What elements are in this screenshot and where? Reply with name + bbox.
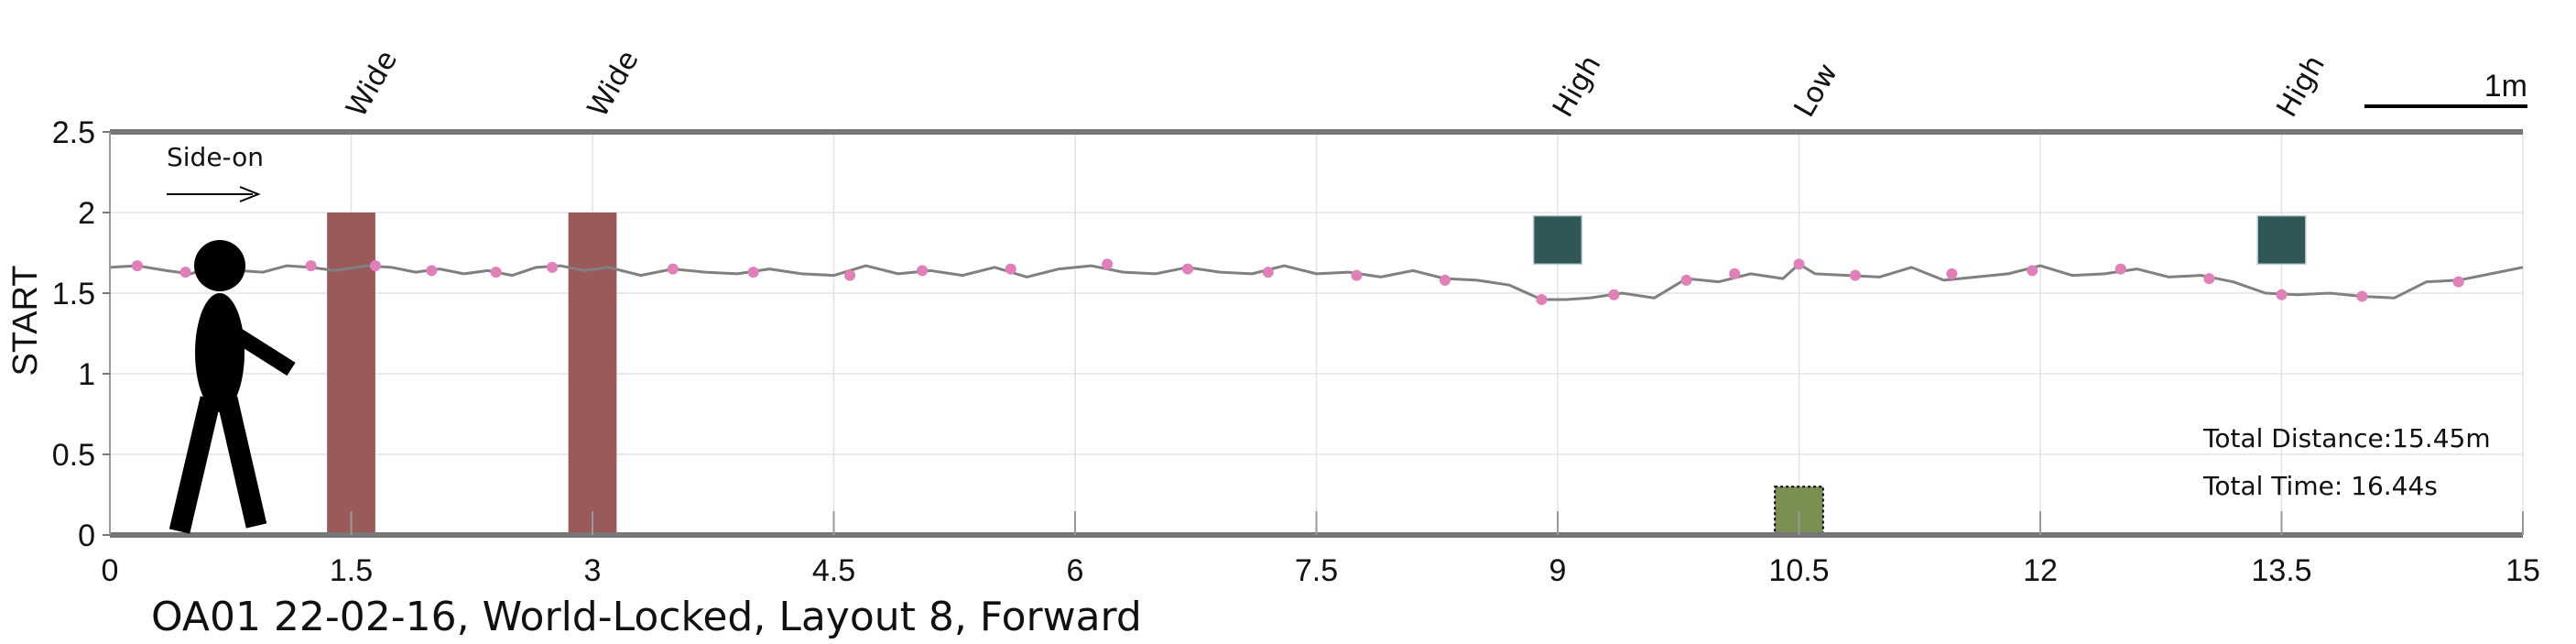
footstep-marker xyxy=(369,260,381,272)
obstacle-layer xyxy=(327,213,2307,537)
obstacle-high xyxy=(1532,214,1583,266)
obstacle-label: Wide xyxy=(582,45,646,123)
footstep-marker xyxy=(1262,267,1274,278)
x-tick-label: 3 xyxy=(584,553,602,588)
obstacle-high xyxy=(2256,214,2307,266)
x-tick-label: 9 xyxy=(1549,553,1567,588)
obstacle-wide xyxy=(327,213,375,535)
direction-arrow-icon xyxy=(167,186,261,202)
y-tick-label: 2 xyxy=(78,196,95,231)
footstep-marker xyxy=(1608,289,1620,300)
footstep-marker xyxy=(667,263,679,275)
y-tick-label: 1 xyxy=(78,357,95,392)
footstep-marker xyxy=(2356,290,2368,302)
footstep-marker xyxy=(131,260,143,272)
footstep-marker xyxy=(1793,258,1805,270)
footstep-marker xyxy=(747,267,759,278)
chart-title: OA01 22-02-16, World-Locked, Layout 8, F… xyxy=(151,594,1142,640)
footstep-marker xyxy=(547,261,559,273)
footstep-marker xyxy=(2452,276,2464,288)
scale-bar: 1m xyxy=(2364,69,2527,108)
obstacle-label: High xyxy=(2270,49,2331,123)
x-tick-label: 13.5 xyxy=(2251,553,2311,588)
x-tick-label: 0 xyxy=(102,553,119,588)
footstep-marker xyxy=(305,260,317,272)
grid-lines xyxy=(109,131,2524,536)
y-tick-label: 0.5 xyxy=(52,438,95,473)
x-tick-label: 12 xyxy=(2023,553,2058,588)
direction-label: Side-on xyxy=(167,142,264,172)
x-tick-label: 4.5 xyxy=(812,553,855,588)
obstacle-label: Low xyxy=(1788,58,1844,123)
obstacle-label: Wide xyxy=(340,45,404,123)
x-tick-label: 10.5 xyxy=(1768,553,1829,588)
x-tick-label: 15 xyxy=(2505,553,2540,588)
footstep-marker xyxy=(490,267,502,278)
y-axis-label: START xyxy=(6,265,45,376)
footstep-marker xyxy=(179,267,191,278)
y-tick-label: 1.5 xyxy=(52,277,95,311)
obstacle-wide xyxy=(568,213,617,535)
footstep-marker xyxy=(917,265,929,277)
y-tick-label: 0 xyxy=(78,518,95,553)
footstep-marker xyxy=(1351,269,1363,281)
footstep-marker xyxy=(1005,263,1016,275)
y-tick-label: 2.5 xyxy=(52,115,95,150)
scale-bar-label: 1m xyxy=(2484,69,2527,104)
footstep-marker xyxy=(2027,265,2038,277)
x-tick-label: 6 xyxy=(1067,553,1084,588)
footstep-marker xyxy=(1946,267,1958,279)
total-distance-label: Total Distance:15.45m xyxy=(2202,423,2491,453)
footstep-marker xyxy=(2114,263,2126,275)
footstep-marker xyxy=(426,265,438,277)
walking-person-icon xyxy=(168,240,296,534)
footstep-marker xyxy=(1440,274,1451,286)
footstep-marker xyxy=(2276,289,2288,300)
footstep-marker xyxy=(844,269,856,281)
footstep-marker xyxy=(1536,294,1548,306)
footstep-marker xyxy=(1729,267,1741,279)
footstep-marker xyxy=(1181,263,1193,275)
x-tick-label: 7.5 xyxy=(1295,553,1338,588)
footstep-marker xyxy=(1102,258,1114,270)
series-layer xyxy=(109,258,2524,306)
total-time-label: Total Time: 16.44s xyxy=(2202,471,2438,501)
x-tick-label: 1.5 xyxy=(330,553,373,588)
footstep-marker xyxy=(2203,273,2215,285)
footstep-marker xyxy=(1849,269,1861,281)
footstep-marker xyxy=(1680,274,1692,286)
obstacle-label: High xyxy=(1547,49,1608,123)
